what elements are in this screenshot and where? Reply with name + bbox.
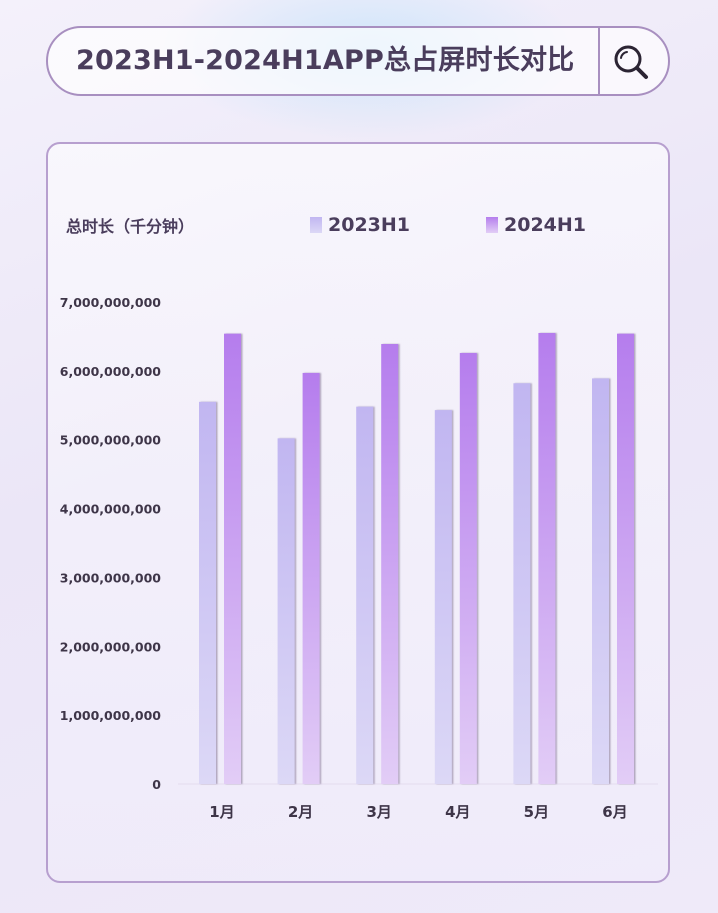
y-tick-label: 3,000,000,000 xyxy=(60,570,162,585)
y-tick-label: 5,000,000,000 xyxy=(60,433,162,448)
legend: 2023H1 2024H1 xyxy=(310,214,586,236)
x-tick-label: 2月 xyxy=(288,803,313,821)
bar-2023H1-1 xyxy=(199,401,216,784)
chart-title: 2023H1-2024H1APP总占屏时长对比 xyxy=(76,45,575,76)
y-tick-label: 4,000,000,000 xyxy=(60,502,162,517)
bar-2024H1-6 xyxy=(617,333,634,784)
y-axis-ticks: 0 1,000,000,000 2,000,000,000 3,000,000,000… xyxy=(60,295,162,792)
search-icon[interactable] xyxy=(610,41,652,83)
x-tick-label: 6月 xyxy=(602,803,627,821)
chart-panel: 总时长（千分钟） 2023H1 2024H1 0 1,000,000,000 2,0… xyxy=(46,142,670,883)
y-tick-label: 2,000,000,000 xyxy=(60,639,162,654)
bar-2024H1-4 xyxy=(459,352,477,784)
y-axis-label: 总时长（千分钟） xyxy=(66,217,194,236)
x-tick-label: 3月 xyxy=(366,803,391,821)
bars xyxy=(199,332,634,784)
search-divider xyxy=(598,28,600,94)
bar-chart: 总时长（千分钟） 2023H1 2024H1 0 1,000,000,000 2,0… xyxy=(60,214,658,821)
bar-2024H1-2 xyxy=(302,372,320,784)
bar-2024H1-5 xyxy=(538,332,556,784)
bar-2023H1-2 xyxy=(277,438,295,784)
bar-2024H1-1 xyxy=(224,333,241,784)
y-tick-label: 0 xyxy=(152,777,161,792)
y-tick-label: 7,000,000,000 xyxy=(60,295,162,310)
x-tick-label: 1月 xyxy=(209,803,234,821)
bar-2023H1-5 xyxy=(513,383,531,784)
bar-2023H1-6 xyxy=(592,378,609,784)
x-tick-label: 5月 xyxy=(524,803,549,821)
legend-swatch-2023 xyxy=(310,217,322,233)
bar-2023H1-3 xyxy=(356,406,374,784)
bar-2024H1-3 xyxy=(381,344,399,784)
legend-swatch-2024 xyxy=(486,217,498,233)
search-bar[interactable]: 2023H1-2024H1APP总占屏时长对比 xyxy=(46,26,670,96)
x-tick-label: 4月 xyxy=(445,803,470,821)
y-tick-label: 1,000,000,000 xyxy=(60,708,162,723)
legend-label-2023: 2023H1 xyxy=(328,214,410,236)
legend-label-2024: 2024H1 xyxy=(504,214,586,236)
bar-2023H1-4 xyxy=(434,410,452,784)
x-axis-ticks: 1月 2月 3月 4月 5月 6月 xyxy=(209,803,627,821)
y-tick-label: 6,000,000,000 xyxy=(60,364,162,379)
